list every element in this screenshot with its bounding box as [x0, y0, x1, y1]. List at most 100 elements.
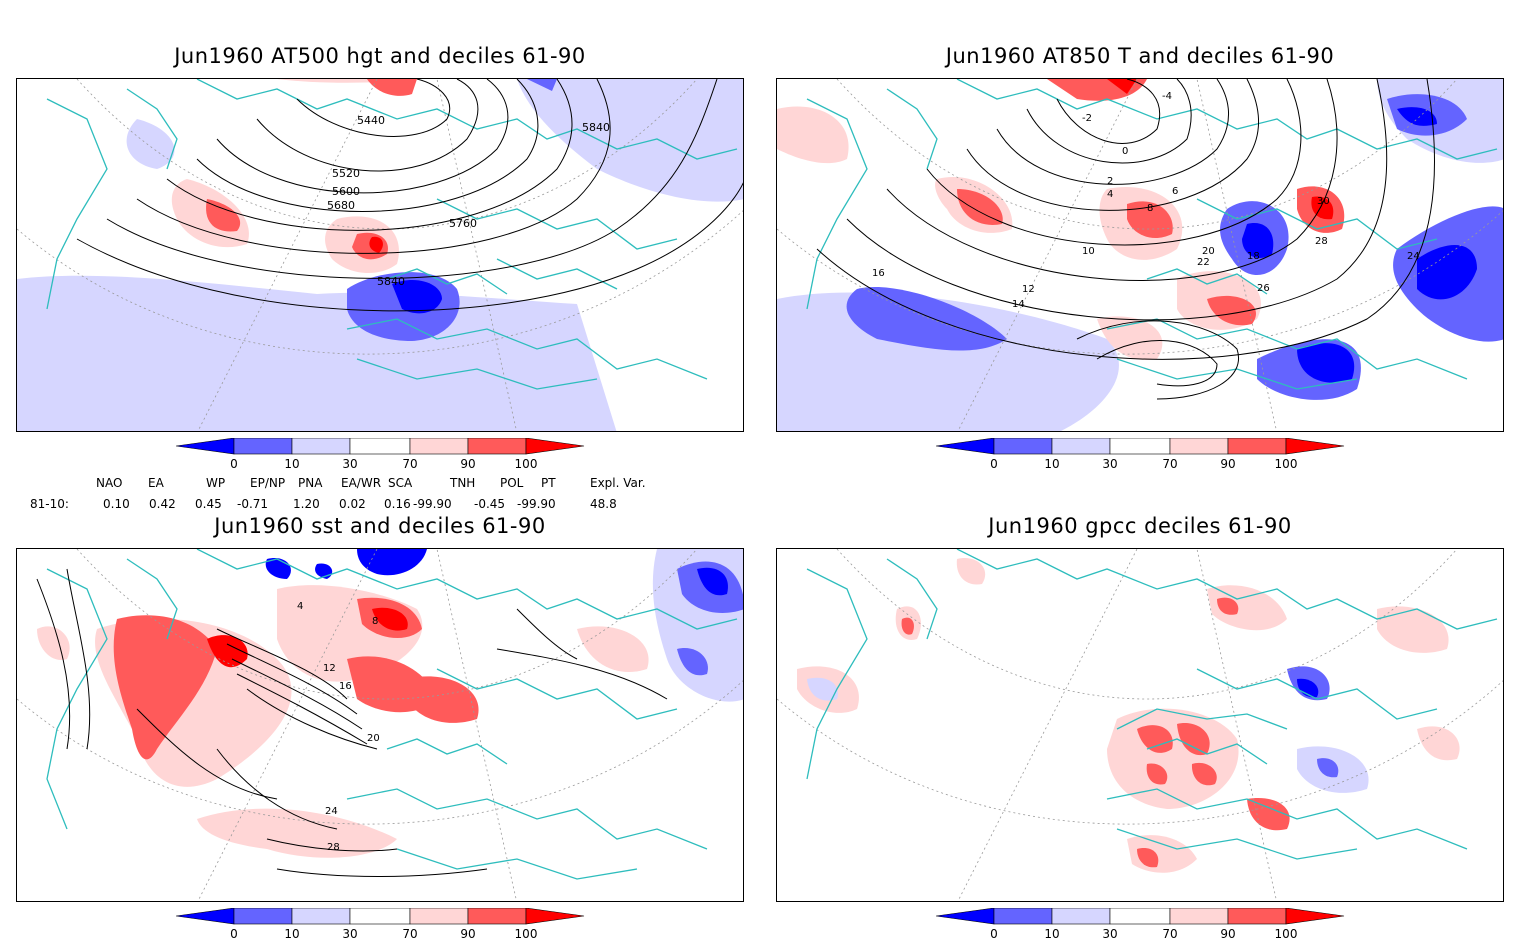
cbar-seg	[993, 438, 1053, 455]
index-value: 0.16	[384, 497, 411, 511]
index-header: Expl. Var.	[590, 476, 646, 490]
index-header: PNA	[298, 476, 323, 490]
cbar-tick: 10	[1044, 927, 1059, 940]
contour-label: 10	[1082, 246, 1095, 257]
contour-label: 5440	[357, 114, 385, 127]
contour-label: -4	[1162, 91, 1172, 102]
cbar-seg	[233, 438, 293, 455]
index-header: EA	[148, 476, 164, 490]
cbar-seg	[409, 438, 469, 455]
contour-label: 8	[372, 616, 378, 627]
cbar-tick: 90	[460, 927, 475, 940]
contour-label: 5760	[449, 217, 477, 230]
contour-label: 0	[1122, 146, 1128, 157]
cbar-tick: 0	[990, 457, 998, 471]
contour-label: 6	[1172, 186, 1178, 197]
index-header: EP/NP	[250, 476, 286, 490]
contour-label: -2	[1082, 113, 1092, 124]
lat-lon-grid	[17, 79, 743, 431]
cbar-tick: 30	[342, 457, 357, 471]
index-header: EA/WR	[341, 476, 382, 490]
map-panel-hgt500: 5440 5520 5600 5680 5760 5840 5840	[16, 78, 744, 432]
cbar-seg	[467, 908, 527, 925]
panel-title-t850: Jun1960 AT850 T and deciles 61-90	[945, 44, 1335, 68]
index-value: -0.71	[237, 497, 269, 511]
coastlines	[46, 549, 738, 880]
index-header: NAO	[96, 476, 123, 490]
lat-lon-grid	[777, 549, 1503, 901]
cbar-seg	[291, 438, 351, 455]
cbar-seg	[233, 908, 293, 925]
cbar-seg	[409, 908, 469, 925]
contour-label: 28	[1315, 236, 1328, 247]
colorbar-t850: 0 10 30 70 90 100	[936, 438, 1345, 471]
cbar-tick: 30	[1102, 927, 1117, 940]
cbar-tick: 100	[515, 457, 538, 471]
contour-label: 5680	[327, 199, 355, 212]
map-panel-gpcc	[776, 548, 1504, 902]
contour-labels: -2 -4 0 2 4 6 8 10 12 14 16 18 20 22 24 …	[872, 91, 1420, 310]
index-header: PT	[541, 476, 556, 490]
contour-label: 14	[1012, 299, 1025, 310]
contour-label: 28	[327, 842, 340, 853]
coastlines	[806, 79, 1498, 390]
index-value: -99.90	[413, 497, 452, 511]
cbar-seg	[467, 438, 527, 455]
cbar-tick: 10	[284, 927, 299, 940]
decile-shading	[37, 549, 743, 858]
cbar-below	[176, 438, 235, 455]
colorbar-hgt500: 0 10 30 70 90 100	[176, 438, 585, 471]
cbar-tick: 70	[1162, 457, 1177, 471]
cbar-tick: 30	[1102, 457, 1117, 471]
index-value: 48.8	[590, 497, 617, 511]
contour-label: 8	[1147, 203, 1153, 214]
contour-label: 20	[367, 733, 380, 744]
coastlines	[46, 79, 738, 390]
contour-label: 16	[872, 268, 885, 279]
contour-label: 16	[339, 681, 352, 692]
cbar-above	[525, 908, 585, 925]
map-panel-t850: -2 -4 0 2 4 6 8 10 12 14 16 18 20 22 24 …	[776, 78, 1504, 432]
cbar-seg	[1169, 438, 1229, 455]
contour-label: 5600	[332, 185, 360, 198]
coastlines	[806, 549, 1498, 860]
cbar-below	[936, 908, 995, 925]
cbar-tick: 100	[515, 927, 538, 940]
cbar-seg	[1109, 908, 1171, 925]
contour-label: 20	[1202, 246, 1215, 257]
index-value: 0.45	[195, 497, 222, 511]
decile-shading	[17, 79, 743, 431]
cbar-tick: 10	[1044, 457, 1059, 471]
temperature-contours	[816, 79, 1435, 400]
index-header: WP	[206, 476, 226, 490]
sst-contours	[36, 568, 668, 877]
contour-label: 5520	[332, 167, 360, 180]
contour-label: 30	[1317, 196, 1330, 207]
index-value: -99.90	[517, 497, 556, 511]
contour-label: 4	[1107, 189, 1113, 200]
cbar-seg	[1227, 908, 1287, 925]
cbar-above	[1285, 908, 1345, 925]
lat-lon-grid	[777, 79, 1503, 431]
cbar-seg	[1169, 908, 1229, 925]
contour-label: 12	[323, 663, 336, 674]
index-row-label: 81-10:	[30, 497, 69, 511]
index-header: POL	[500, 476, 524, 490]
height-contours	[76, 79, 743, 312]
cbar-below	[936, 438, 995, 455]
cbar-seg	[349, 908, 411, 925]
contour-label: 4	[297, 601, 303, 612]
contour-label: 18	[1247, 251, 1260, 262]
panel-title-sst: Jun1960 sst and deciles 61-90	[214, 514, 546, 538]
index-value: 0.10	[103, 497, 130, 511]
cbar-tick: 0	[230, 927, 238, 940]
index-value: -0.45	[474, 497, 506, 511]
contour-labels: 4 8 12 16 20 24 28	[297, 601, 380, 853]
cbar-tick: 90	[1220, 457, 1235, 471]
colorbar-gpcc: 0 10 30 70 90 100	[936, 908, 1345, 940]
decile-shading	[797, 558, 1460, 873]
contour-labels: 5440 5520 5600 5680 5760 5840 5840	[327, 114, 610, 288]
index-header: TNH	[450, 476, 476, 490]
cbar-tick: 10	[284, 457, 299, 471]
index-value: 0.02	[339, 497, 366, 511]
